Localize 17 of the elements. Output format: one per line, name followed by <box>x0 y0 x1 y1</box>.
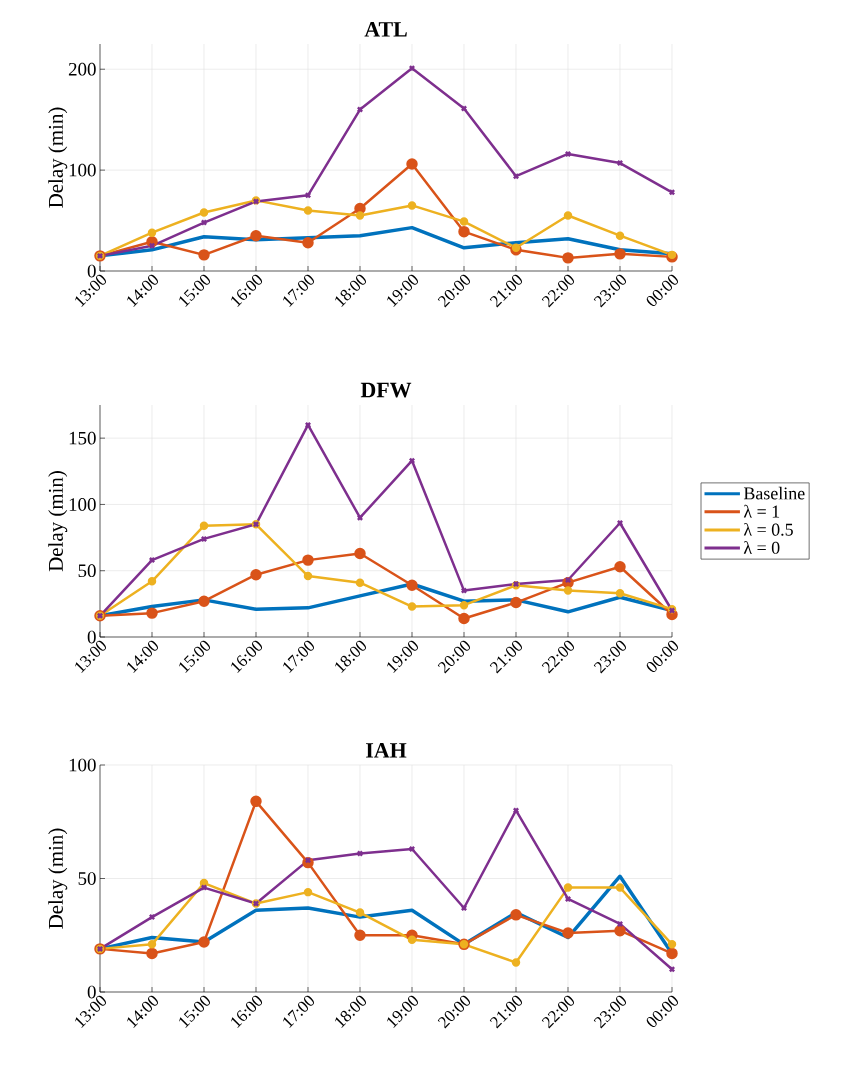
y-tick-label: 50 <box>78 872 96 885</box>
y-tick-label: 100 <box>69 758 96 772</box>
y-axis-title: Delay (min) <box>48 471 68 572</box>
legend-label: λ = 0 <box>743 541 780 554</box>
y-axis-title: Delay (min) <box>48 828 68 929</box>
legend-label: λ = 0.5 <box>743 522 793 536</box>
y-tick-label: 50 <box>78 564 96 578</box>
legend-label: Baseline <box>743 486 805 500</box>
chart-title: IAH <box>366 743 407 758</box>
y-tick-label: 150 <box>69 431 96 445</box>
y-tick-label: 100 <box>69 163 96 177</box>
chart-title: ATL <box>364 22 407 37</box>
y-axis-title: Delay (min) <box>48 107 68 208</box>
y-tick-label: 200 <box>68 62 96 76</box>
y-tick-label: 100 <box>69 498 96 511</box>
legend-label: λ = 1 <box>743 504 780 518</box>
chart-title: DFW <box>360 382 412 398</box>
